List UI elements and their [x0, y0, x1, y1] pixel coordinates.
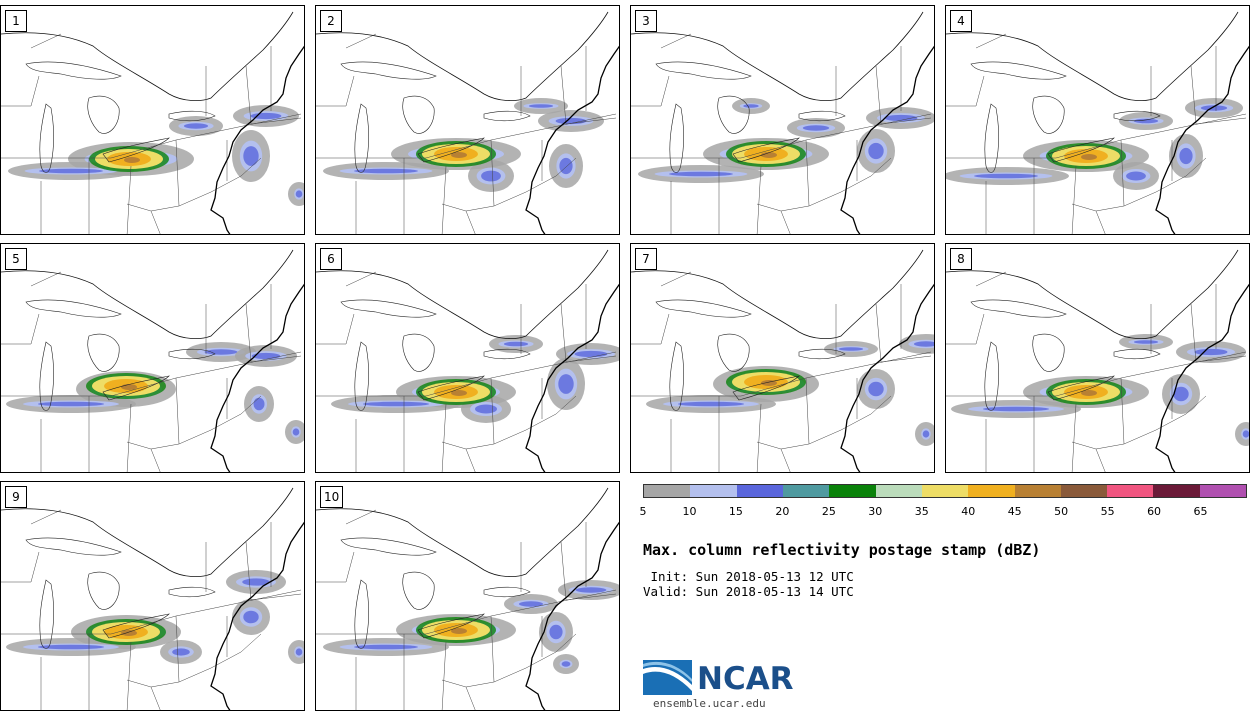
colorbar-swatch: [968, 485, 1015, 497]
reflectivity-map: [631, 249, 934, 472]
ensemble-member-panel: 5: [0, 243, 305, 473]
colorbar-tick-label: 5: [639, 505, 647, 518]
colorbar-tick-label: 60: [1147, 505, 1162, 518]
site-url: ensemble.ucar.edu: [653, 697, 766, 710]
member-number-label: 8: [950, 248, 972, 270]
colorbar-tick-labels: 5 10 15 20 25 30 35 40 45 50 55 60 65: [639, 505, 1247, 519]
ensemble-member-panel: 6: [315, 243, 620, 473]
member-number-label: 5: [5, 248, 27, 270]
member-number-label: 1: [5, 10, 27, 32]
reflectivity-map: [631, 11, 934, 234]
colorbar-tick-label: 50: [1054, 505, 1069, 518]
member-number-label: 6: [320, 248, 342, 270]
init-time: Init: Sun 2018-05-13 12 UTC: [643, 569, 854, 584]
figure-title: Max. column reflectivity postage stamp (…: [643, 541, 1041, 559]
colorbar-swatch: [1153, 485, 1200, 497]
colorbar-tick-label: 15: [728, 505, 743, 518]
ensemble-member-panel: 4: [945, 5, 1250, 235]
colorbar-swatch: [644, 485, 691, 497]
member-number-label: 10: [320, 486, 344, 508]
colorbar-swatch: [690, 485, 737, 497]
colorbar-tick-label: 45: [1007, 505, 1022, 518]
colorbar-tick-label: 55: [1100, 505, 1115, 518]
colorbar-swatch: [1060, 485, 1108, 497]
ensemble-member-panel: 3: [630, 5, 935, 235]
colorbar-swatch: [875, 485, 922, 497]
ensemble-member-panel: 7: [630, 243, 935, 473]
member-number-label: 2: [320, 10, 342, 32]
reflectivity-colorbar: [643, 484, 1247, 498]
ensemble-member-panel: 1: [0, 5, 305, 235]
colorbar-tick-label: 65: [1193, 505, 1208, 518]
ensemble-member-panel: 10: [315, 481, 620, 711]
colorbar-swatch: [736, 485, 783, 497]
colorbar-swatch: [1199, 485, 1247, 497]
member-number-label: 3: [635, 10, 657, 32]
reflectivity-map: [1, 249, 304, 472]
colorbar-swatch: [829, 485, 876, 497]
colorbar-tick-label: 20: [775, 505, 790, 518]
member-number-label: 7: [635, 248, 657, 270]
ensemble-member-panel: 9: [0, 481, 305, 711]
reflectivity-map: [1, 11, 304, 234]
member-number-label: 4: [950, 10, 972, 32]
ensemble-member-panel: 8: [945, 243, 1250, 473]
ncar-logo-text: NCAR: [697, 661, 794, 697]
reflectivity-map: [316, 487, 619, 710]
reflectivity-map: [1, 487, 304, 710]
reflectivity-map: [316, 11, 619, 234]
colorbar-tick-label: 35: [914, 505, 929, 518]
ncar-logo-icon: [643, 660, 692, 695]
ensemble-member-panel: 2: [315, 5, 620, 235]
colorbar-tick-label: 30: [868, 505, 883, 518]
colorbar-tick-label: 10: [682, 505, 697, 518]
colorbar-tick-label: 25: [821, 505, 836, 518]
colorbar-swatch: [921, 485, 969, 497]
colorbar-swatch: [1107, 485, 1154, 497]
colorbar-tick-label: 40: [961, 505, 976, 518]
reflectivity-map: [316, 249, 619, 472]
valid-time: Valid: Sun 2018-05-13 14 UTC: [643, 584, 854, 599]
colorbar-swatch: [782, 485, 830, 497]
reflectivity-map: [946, 11, 1249, 234]
colorbar-swatch: [1014, 485, 1061, 497]
member-number-label: 9: [5, 486, 27, 508]
reflectivity-map: [946, 249, 1249, 472]
